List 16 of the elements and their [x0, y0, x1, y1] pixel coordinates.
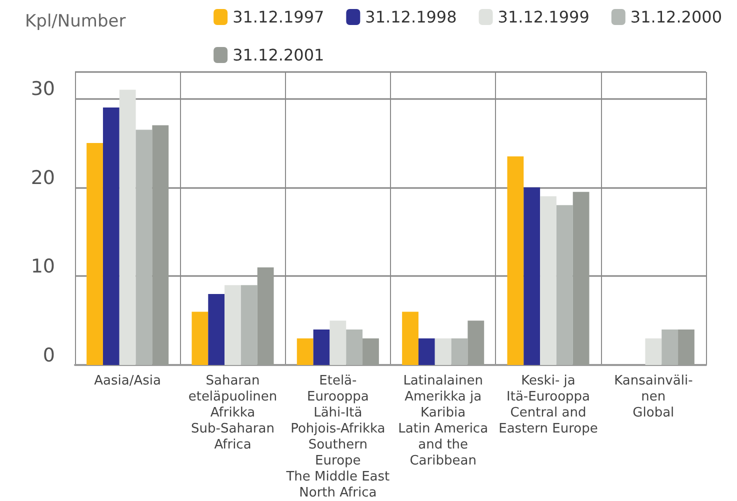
- y-tick-label: 20: [30, 166, 55, 189]
- x-tick-label: Etelä- Eurooppa Lähi-Itä Pohjois-Afrikka Southern Europe The Middle East North Africa: [285, 374, 390, 500]
- x-tick-label: Aasia/Asia: [94, 374, 162, 388]
- x-tick-label: Keski- ja Itä-Eurooppa Central and Eastern Europe: [498, 374, 598, 436]
- y-tick-label: 30: [30, 78, 55, 100]
- legend-label: 31.12.1997: [232, 8, 324, 26]
- legend-label: 31.12.1998: [365, 8, 457, 26]
- x-tick-label: Kansainväli- nen Global: [614, 374, 694, 420]
- y-tick-label: 10: [30, 256, 55, 278]
- x-tick-label: Latinalainen Amerikka ja Karibia Latin America and the Caribbean: [398, 374, 488, 468]
- y-axis-title: Kpl/Number: [25, 12, 126, 32]
- legend-label: 31.12.2000: [630, 8, 722, 26]
- y-tick-label: 0: [42, 344, 55, 366]
- legend-label: 31.12.1999: [498, 8, 590, 26]
- legend-label: 31.12.2001: [232, 46, 324, 64]
- x-tick-label: Saharan eteläpuolinen Afrikka Sub-Saharan Africa: [188, 374, 278, 452]
